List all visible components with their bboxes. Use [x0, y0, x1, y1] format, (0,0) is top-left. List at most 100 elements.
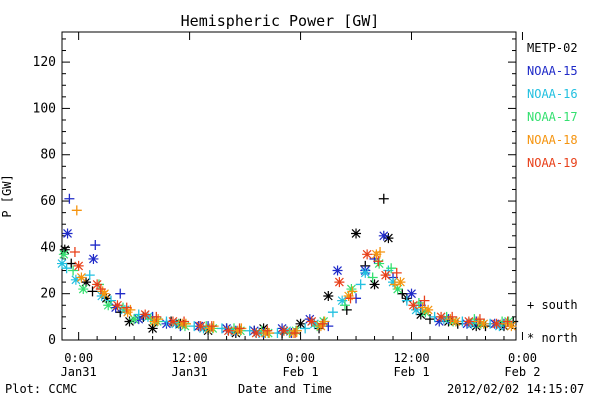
data-point-north — [57, 258, 67, 269]
data-point-south — [71, 205, 82, 216]
data-point-south — [386, 263, 397, 274]
data-point-north — [491, 318, 502, 329]
data-point-north — [334, 277, 345, 288]
data-point-north — [415, 309, 426, 320]
legend-item: NOAA-17 — [527, 110, 578, 124]
data-point-south — [378, 193, 389, 204]
data-point-south — [262, 325, 273, 336]
legend-item: NOAA-19 — [527, 156, 578, 170]
data-point-south — [367, 272, 378, 283]
data-point-south — [373, 256, 384, 267]
data-point-north — [411, 304, 422, 315]
x-tick-label-time: 0:00 — [286, 351, 315, 365]
data-point-north — [378, 230, 389, 241]
data-point-south — [87, 286, 98, 297]
data-point-south — [66, 258, 77, 269]
data-point-north — [408, 300, 419, 311]
x-tick-label-date: Feb 2 — [504, 365, 540, 379]
x-tick-label-time: 0:00 — [64, 351, 93, 365]
data-point-north — [374, 258, 385, 269]
data-point-north — [343, 291, 354, 301]
data-point-north — [88, 253, 99, 264]
data-point-north — [99, 288, 110, 299]
data-point-south — [355, 279, 366, 290]
data-point-south — [419, 295, 430, 306]
data-point-south — [339, 300, 350, 311]
chart-title: Hemispheric Power [GW] — [180, 12, 380, 30]
data-point-south — [502, 316, 513, 327]
x-axis-label: Date and Time — [238, 382, 332, 396]
data-point-north — [101, 293, 112, 304]
data-point-north — [406, 288, 417, 299]
y-tick-label: 60 — [40, 194, 56, 209]
data-point-north — [232, 325, 243, 336]
y-tick-label: 120 — [33, 55, 56, 70]
data-point-north — [323, 291, 334, 301]
data-point-north — [122, 307, 133, 318]
data-point-north — [204, 323, 215, 334]
data-point-south — [290, 328, 301, 339]
x-tick-label-time: 0:00 — [508, 351, 537, 365]
data-point-north — [81, 277, 92, 288]
data-point-north — [140, 309, 151, 320]
data-point-north — [351, 228, 362, 239]
data-point-north — [103, 300, 114, 311]
legend-item: NOAA-18 — [527, 133, 578, 147]
plot-frame — [61, 31, 517, 341]
data-point-north — [306, 316, 317, 327]
data-point-north — [383, 233, 394, 244]
data-point-south — [90, 240, 101, 251]
legend-item: NOAA-15 — [527, 64, 578, 78]
legend-item: METP-02 — [527, 41, 578, 55]
data-point-north — [58, 249, 69, 260]
y-tick-label: 100 — [33, 101, 56, 116]
data-point-north — [388, 277, 399, 288]
data-point-south — [317, 318, 328, 329]
data-point-north — [436, 311, 447, 322]
data-point-north — [251, 328, 262, 339]
data-point-south — [115, 288, 126, 299]
plot-axes: 0204060801001200:00Jan3112:00Jan310:00Fe… — [33, 31, 541, 379]
data-point-north — [112, 300, 123, 311]
plot-credit: Plot: CCMC — [5, 382, 78, 396]
data-point-north — [332, 265, 343, 276]
legend-north-marker: * north — [527, 331, 578, 345]
data-point-south — [341, 304, 352, 315]
data-point-north — [149, 316, 160, 327]
data-point-south — [68, 265, 79, 276]
data-point-north — [392, 284, 403, 295]
x-tick-label-date: Feb 1 — [282, 365, 318, 379]
data-point-north — [76, 272, 87, 283]
data-point-north — [380, 270, 391, 281]
data-point-north — [124, 316, 135, 327]
data-point-south — [121, 302, 132, 313]
data-point-north — [260, 328, 271, 339]
data-point-north — [59, 244, 70, 255]
data-point-north — [278, 325, 289, 336]
data-point-north — [70, 274, 81, 285]
data-point-south — [206, 321, 217, 332]
data-point-north — [129, 314, 140, 325]
data-point-north — [315, 321, 326, 332]
y-tick-label: 0 — [48, 333, 56, 348]
data-point-south — [447, 311, 458, 322]
data-point-north — [369, 279, 380, 290]
data-point-south — [69, 247, 80, 257]
legend-south-marker: + south — [527, 298, 578, 312]
data-point-north — [73, 260, 84, 271]
data-point-south — [391, 267, 402, 278]
data-point-south — [401, 295, 412, 306]
x-tick-label-time: 12:00 — [172, 351, 208, 365]
data-point-north — [506, 321, 517, 332]
data-point-north — [177, 318, 188, 329]
y-tick-label: 80 — [40, 148, 56, 163]
x-tick-label-time: 12:00 — [393, 351, 429, 365]
data-point-north — [434, 316, 445, 327]
data-point-north — [78, 284, 89, 295]
data-point-north — [423, 304, 434, 315]
data-point-north — [478, 318, 489, 329]
data-point-north — [147, 323, 158, 334]
data-point-north — [346, 284, 357, 295]
x-tick-label-date: Jan31 — [172, 365, 208, 379]
